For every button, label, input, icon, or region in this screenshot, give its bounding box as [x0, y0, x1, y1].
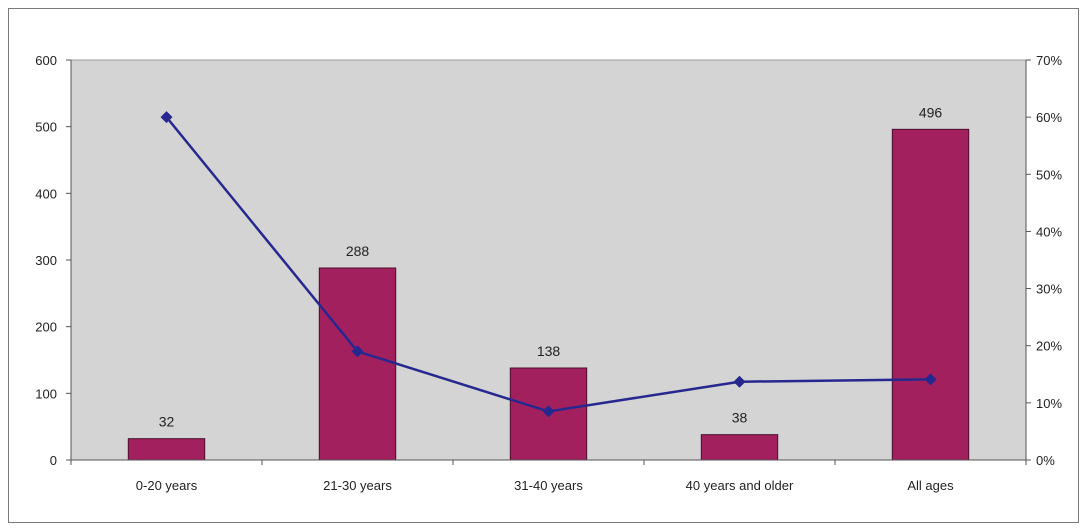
bar-4 [891, 128, 970, 461]
left-tick-label-4: 400 [35, 186, 57, 201]
right-tick-label-2: 20% [1036, 339, 1062, 354]
bar-value-label-4: 496 [919, 104, 943, 120]
combo-chart: 32 288 138 38 496 0 100 200 300 400 500 600 0% 10% 20… [35, 53, 1062, 493]
bar-1 [318, 267, 397, 461]
right-tick-label-5: 50% [1036, 167, 1062, 182]
category-label-4: All ages [907, 478, 954, 493]
left-tick-label-6: 600 [35, 53, 57, 68]
bar-value-label-3: 38 [732, 410, 748, 426]
bar-0 [127, 438, 206, 461]
line-marker-1 [351, 345, 364, 358]
line-marker-0 [160, 111, 173, 124]
right-tick-label-0: 0% [1036, 453, 1055, 468]
right-tick-label-1: 10% [1036, 396, 1062, 411]
right-tick-label-4: 40% [1036, 224, 1062, 239]
bar-3 [700, 434, 779, 461]
line-marker-4 [924, 373, 937, 386]
left-tick-label-5: 500 [35, 120, 57, 135]
line-marker-3 [733, 375, 746, 388]
chart-frame: 32 288 138 38 496 0 100 200 300 400 500 600 0% 10% 20… [8, 8, 1079, 523]
left-tick-label-0: 0 [50, 453, 57, 468]
left-tick-label-3: 300 [35, 253, 57, 268]
category-label-0: 0-20 years [136, 478, 198, 493]
labels-layer: 32 288 138 38 496 [159, 104, 943, 429]
line-layer [160, 111, 937, 418]
bar-value-label-1: 288 [346, 243, 370, 259]
axes-layer: 0 100 200 300 400 500 600 0% 10% 20% 30% 40% 50% 60% 7… [35, 53, 1062, 493]
category-label-3: 40 years and older [686, 478, 794, 493]
left-tick-label-1: 100 [35, 386, 57, 401]
bar-value-label-0: 32 [159, 414, 175, 430]
bars-layer [127, 128, 970, 461]
right-tick-label-7: 70% [1036, 53, 1062, 68]
bar-value-label-2: 138 [537, 343, 561, 359]
category-label-1: 21-30 years [323, 478, 392, 493]
category-label-2: 31-40 years [514, 478, 583, 493]
line-marker-2 [542, 405, 555, 418]
right-tick-label-6: 60% [1036, 110, 1062, 125]
right-tick-label-3: 30% [1036, 282, 1062, 297]
left-tick-label-2: 200 [35, 320, 57, 335]
